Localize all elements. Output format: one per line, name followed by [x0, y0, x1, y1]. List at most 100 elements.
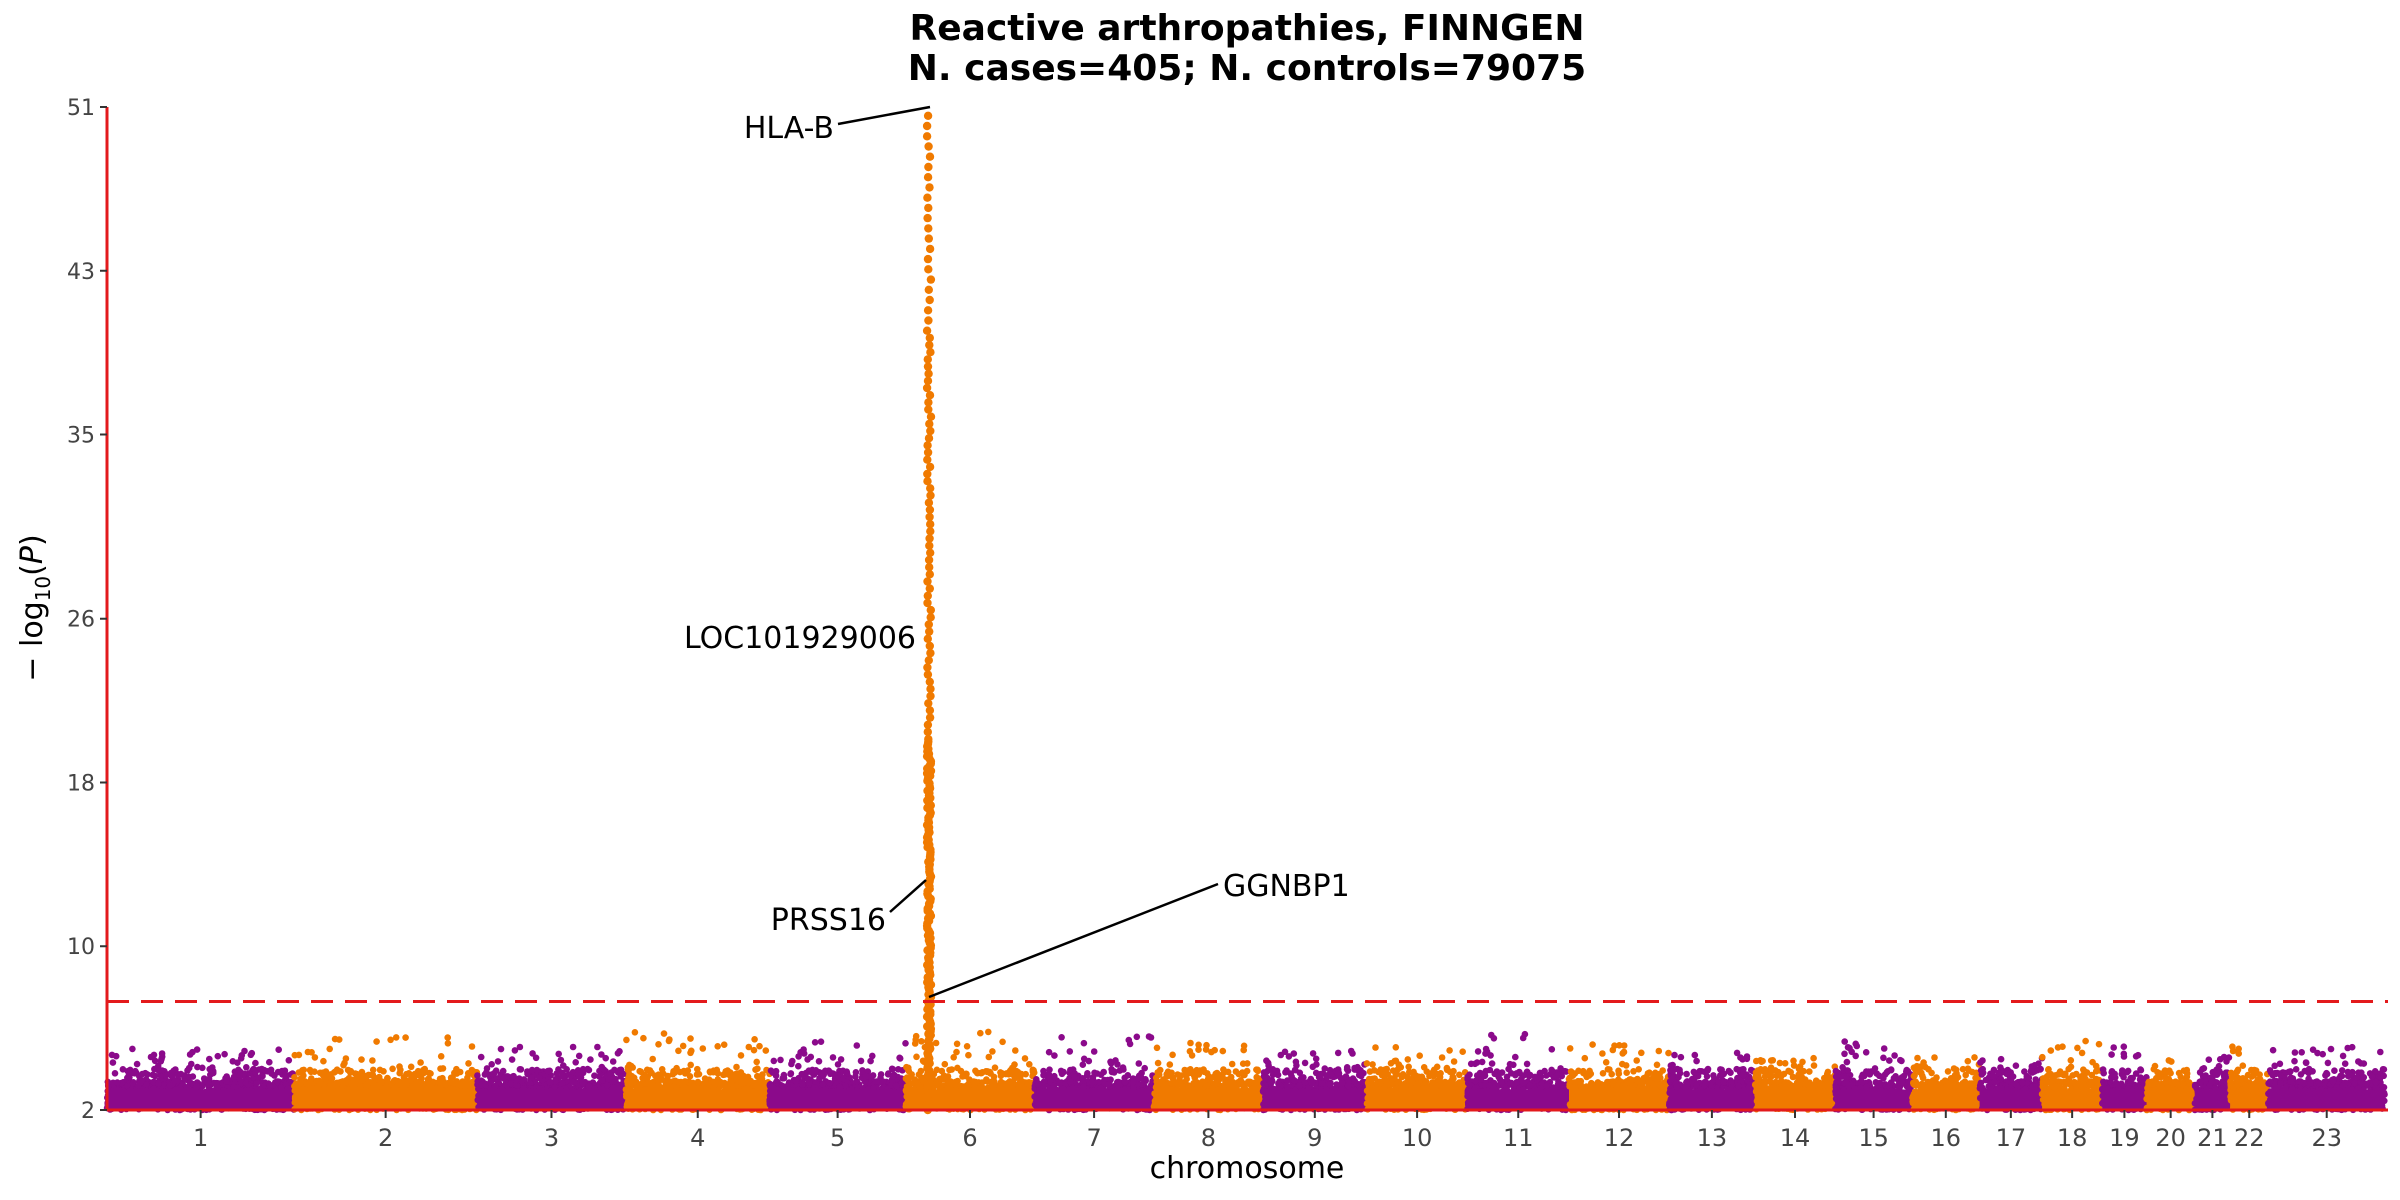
data-point — [214, 1052, 222, 1060]
data-point — [306, 1066, 314, 1074]
data-point — [624, 1066, 632, 1074]
data-point — [1141, 1064, 1148, 1072]
data-point — [636, 1067, 643, 1075]
data-point — [243, 1064, 250, 1071]
data-point — [214, 1083, 222, 1091]
data-point — [1133, 1033, 1141, 1041]
data-point — [282, 1074, 290, 1081]
data-point — [1080, 1055, 1088, 1063]
data-point — [253, 1079, 261, 1087]
data-point — [464, 1070, 472, 1077]
data-point — [624, 1078, 631, 1085]
data-point — [119, 1066, 127, 1073]
data-point — [1079, 1061, 1087, 1068]
data-point — [365, 1071, 372, 1079]
data-point — [447, 1074, 455, 1082]
data-point — [787, 1070, 794, 1078]
data-point — [441, 1080, 448, 1088]
data-point — [412, 1080, 420, 1087]
data-point — [341, 1059, 348, 1067]
data-point — [594, 1043, 601, 1051]
data-point — [944, 1079, 951, 1086]
data-point — [686, 1073, 694, 1080]
data-point — [235, 1066, 242, 1074]
data-point — [799, 1081, 806, 1088]
data-point — [339, 1078, 347, 1086]
chart-title: Reactive arthropathies, FINNGEN — [910, 8, 1585, 49]
data-point — [444, 1034, 452, 1041]
data-point — [252, 1059, 259, 1067]
data-point — [151, 1065, 158, 1073]
data-point — [983, 1076, 990, 1083]
data-point — [468, 1043, 476, 1050]
data-point — [252, 1069, 259, 1077]
data-point — [745, 1043, 753, 1051]
data-point — [425, 1069, 433, 1077]
data-point — [465, 1060, 472, 1067]
data-point — [616, 1048, 623, 1055]
data-point — [158, 1050, 166, 1057]
data-point — [437, 1053, 445, 1060]
data-point — [918, 1038, 925, 1045]
data-point — [320, 1057, 327, 1065]
data-point — [407, 1063, 415, 1071]
data-point — [229, 1058, 237, 1065]
data-point — [792, 1076, 800, 1084]
data-point — [1030, 1069, 1038, 1076]
data-point — [204, 1078, 212, 1086]
data-point — [963, 1043, 971, 1050]
data-point — [714, 1043, 721, 1050]
data-point — [740, 1079, 747, 1087]
data-point — [555, 1050, 562, 1058]
data-point — [275, 1046, 283, 1053]
data-point — [437, 1065, 444, 1072]
data-point — [497, 1045, 505, 1053]
data-point — [241, 1047, 248, 1055]
data-point — [575, 1072, 582, 1080]
data-point — [529, 1050, 536, 1057]
data-point — [149, 1071, 157, 1079]
data-point — [162, 1071, 169, 1079]
data-point — [795, 1062, 802, 1070]
data-point — [167, 1069, 175, 1077]
data-point — [133, 1060, 141, 1068]
data-point — [291, 1074, 298, 1081]
data-point — [185, 1073, 193, 1081]
data-point — [788, 1060, 795, 1068]
data-point — [369, 1057, 376, 1064]
data-point — [353, 1070, 361, 1078]
data-point — [579, 1079, 586, 1087]
data-point — [300, 1066, 308, 1074]
data-point — [953, 1040, 961, 1048]
data-point — [273, 1078, 281, 1085]
data-point — [399, 1082, 407, 1090]
data-point — [896, 1055, 904, 1062]
data-point — [139, 1070, 146, 1078]
data-point — [1005, 1071, 1013, 1078]
data-point — [199, 1064, 206, 1072]
data-point — [223, 1078, 230, 1085]
data-point — [997, 1069, 1004, 1076]
data-point — [616, 1066, 624, 1074]
data-point — [481, 1071, 489, 1078]
data-point — [658, 1076, 665, 1083]
data-point — [373, 1038, 380, 1045]
data-point — [985, 1053, 993, 1061]
data-point — [333, 1066, 341, 1073]
data-point — [456, 1068, 464, 1076]
data-point — [396, 1063, 403, 1070]
data-point — [640, 1034, 647, 1042]
data-point — [157, 1058, 165, 1065]
data-point — [660, 1070, 667, 1077]
point-band — [625, 1089, 770, 1110]
data-point — [804, 1075, 811, 1082]
data-point — [369, 1066, 377, 1074]
data-point — [862, 1072, 870, 1080]
data-point — [494, 1058, 502, 1065]
data-point — [464, 1082, 472, 1089]
data-point — [507, 1080, 514, 1087]
data-point — [328, 1075, 336, 1082]
data-point — [575, 1052, 583, 1060]
data-point — [508, 1056, 516, 1063]
